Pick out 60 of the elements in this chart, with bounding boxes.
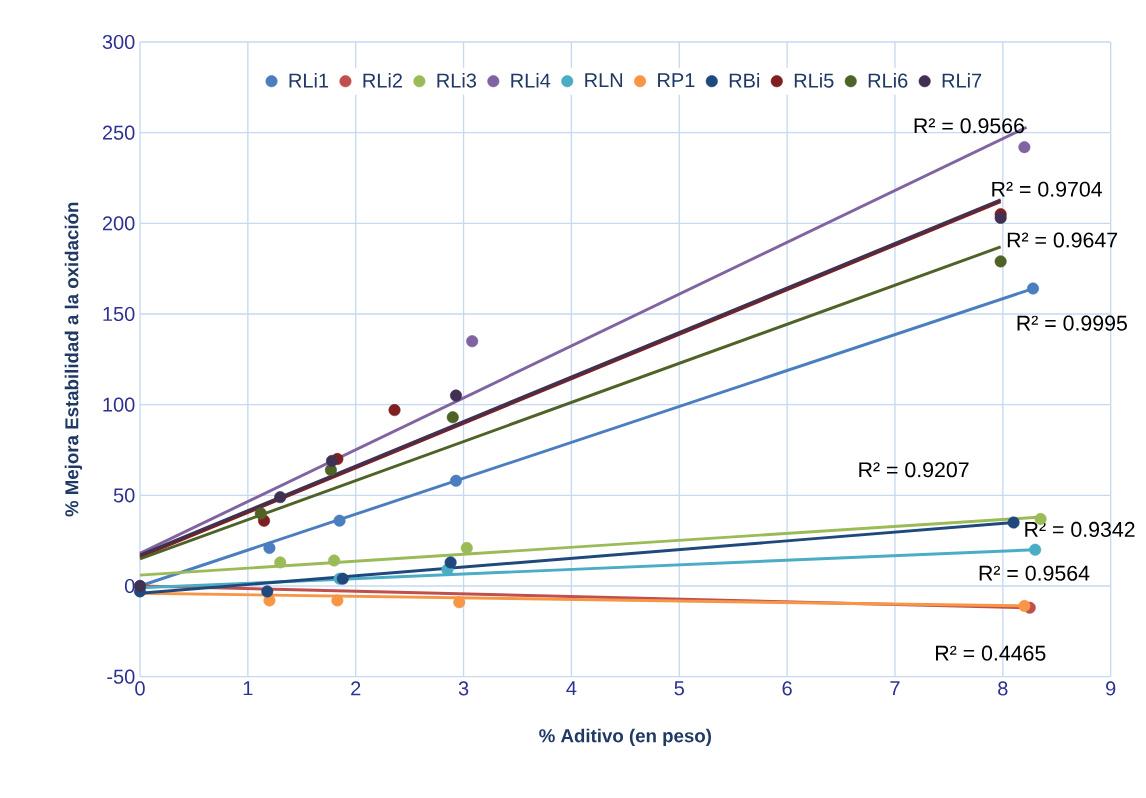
y-axis-title: % Mejora Estabilidad a la oxidación [64,202,83,517]
point [1027,282,1040,295]
y-tick-label: 150 [103,306,135,322]
point [263,541,276,554]
point [446,411,459,424]
annotation: R² = 0.9647 [1007,232,1118,248]
annotation: R² = 0.9342 [1025,521,1135,537]
x-tick-label: 8 [998,681,1008,696]
legend-label: RLi5 [794,72,834,88]
point [333,514,346,527]
legend-label: RLi2 [363,72,402,88]
point [1029,543,1042,556]
legend-label: RP1 [658,73,695,88]
x-tick-label: 3 [458,681,469,696]
y-tick-label: -50 [107,669,135,684]
annotation: R² = 0.9207 [859,462,969,478]
legend-label: RBi [729,72,760,88]
legend-label: RLi4 [511,72,551,88]
x-tick-label: 5 [674,681,684,696]
annotation: R² = 0.9564 [979,565,1090,581]
annotation: R² = 0.9995 [1017,315,1127,331]
point [331,594,344,607]
point [261,585,274,598]
annotation: R² = 0.4465 [936,645,1046,661]
point [453,596,466,609]
x-tick-label: 6 [782,681,792,696]
legend-label: RLi3 [437,72,477,88]
point [1018,599,1031,612]
point [450,474,463,487]
x-tick-label: 2 [351,681,361,696]
point [254,507,267,520]
legend-label: RLN [585,73,623,88]
point [328,554,341,567]
x-tick-label: 0 [135,681,145,696]
x-tick-label: 7 [890,681,900,696]
point [450,389,463,402]
point [466,335,479,348]
annotation: R² = 0.9566 [914,118,1025,134]
point [1018,141,1031,154]
point [1007,516,1020,529]
point [994,255,1007,268]
point [388,404,401,417]
point [274,491,287,504]
point [460,541,473,554]
x-tick-label: 1 [243,681,253,696]
y-tick-label: 300 [102,34,135,50]
y-tick-label: 200 [102,216,135,231]
y-tick-label: 50 [113,488,135,503]
x-tick-label: 9 [1106,681,1116,696]
legend-label: RLi1 [289,72,329,88]
y-tick-label: 100 [103,397,135,412]
y-tick-label: 250 [102,125,135,140]
legend-label: RLi7 [942,72,982,88]
legend-label: RLi6 [868,72,908,88]
point [444,556,457,569]
point [274,556,287,569]
x-tick-label: 4 [566,681,577,696]
x-axis-title: % Aditivo (en peso) [539,728,711,747]
point [325,454,338,467]
annotation: R² = 0.9704 [992,181,1102,197]
